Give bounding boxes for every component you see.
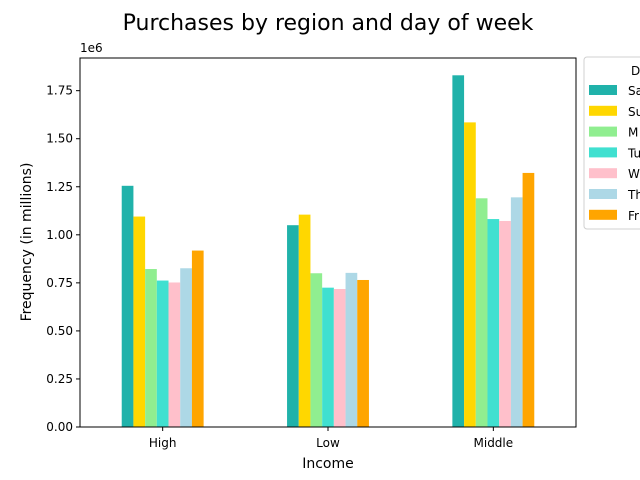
x-axis-label: Income <box>302 456 354 472</box>
legend-label-w: W <box>628 167 640 181</box>
bar-fr-middle <box>522 172 535 427</box>
bar-m-high <box>145 269 157 427</box>
x-tick-label: Low <box>316 436 340 450</box>
legend-swatch-th <box>589 189 617 199</box>
legend-label-sa: Sa <box>628 84 640 98</box>
y-tick-label: 1.50 <box>46 132 73 146</box>
y-tick-label: 1.25 <box>46 180 73 194</box>
bar-sa-middle <box>452 75 465 428</box>
bar-th-high <box>180 268 192 427</box>
x-tick-label: High <box>149 436 177 450</box>
y-tick-label: 1.00 <box>46 228 73 242</box>
legend-label-th: Th <box>627 188 640 202</box>
y-tick-label: 0.25 <box>46 372 73 386</box>
bar-th-middle <box>510 197 523 427</box>
legend: D Sa Su M Tu W Th Fr <box>583 56 640 230</box>
legend-box <box>583 56 640 230</box>
legend-swatch-tu <box>589 147 617 158</box>
bar-w-middle <box>499 220 511 427</box>
bar-tu-middle <box>487 219 500 427</box>
bar-th-low <box>345 272 358 427</box>
bar-m-middle <box>475 198 488 427</box>
bar-su-low <box>298 214 311 427</box>
y-tick-label: 0.50 <box>46 324 73 338</box>
chart-title: Purchases by region and day of week <box>123 11 534 36</box>
bar-w-high <box>168 282 181 427</box>
y-axis-label: Frequency (in millions) <box>19 163 35 322</box>
y-tick-label: 0.00 <box>46 420 73 434</box>
bar-w-low <box>333 289 346 427</box>
bar-sa-high <box>121 185 134 427</box>
legend-swatch-w <box>589 168 617 179</box>
bar-fr-high <box>191 250 204 427</box>
legend-title: D <box>631 64 640 78</box>
y-tick-label: 0.75 <box>46 276 73 290</box>
bar-tu-high <box>156 280 169 427</box>
bar-tu-low <box>322 287 334 427</box>
x-tick-label: Middle <box>474 436 514 450</box>
legend-label-fr: Fr <box>628 209 639 223</box>
y-offset-label: 1e6 <box>80 41 103 55</box>
legend-label-tu: Tu <box>627 146 640 160</box>
bar-su-high <box>133 216 146 427</box>
legend-label-m: M <box>628 126 638 140</box>
plot-area: 0.00 0.25 0.50 0.75 1.00 1.25 1.50 1.75 High Low M… <box>46 57 577 450</box>
legend-swatch-sa <box>589 85 617 95</box>
legend-label-su: Su <box>628 105 640 119</box>
bar-sa-low <box>287 225 299 427</box>
bar-fr-low <box>357 279 369 427</box>
y-tick-label: 1.75 <box>46 84 73 98</box>
legend-swatch-m <box>589 126 617 137</box>
bar-m-low <box>310 273 323 427</box>
legend-swatch-su <box>589 105 617 116</box>
bar-su-middle <box>464 122 476 427</box>
legend-swatch-fr <box>589 209 617 220</box>
